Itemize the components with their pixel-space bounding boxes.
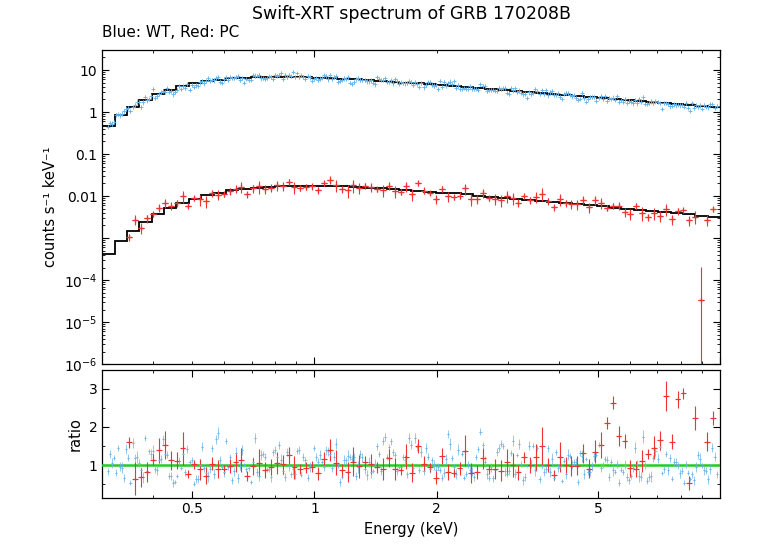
X-axis label: Energy (keV): Energy (keV) [364,522,459,537]
Text: Blue: WT, Red: PC: Blue: WT, Red: PC [102,25,240,40]
Y-axis label: ratio: ratio [68,417,83,450]
Text: Swift-XRT spectrum of GRB 170208B: Swift-XRT spectrum of GRB 170208B [252,6,571,23]
Y-axis label: counts s⁻¹ keV⁻¹: counts s⁻¹ keV⁻¹ [43,147,58,267]
